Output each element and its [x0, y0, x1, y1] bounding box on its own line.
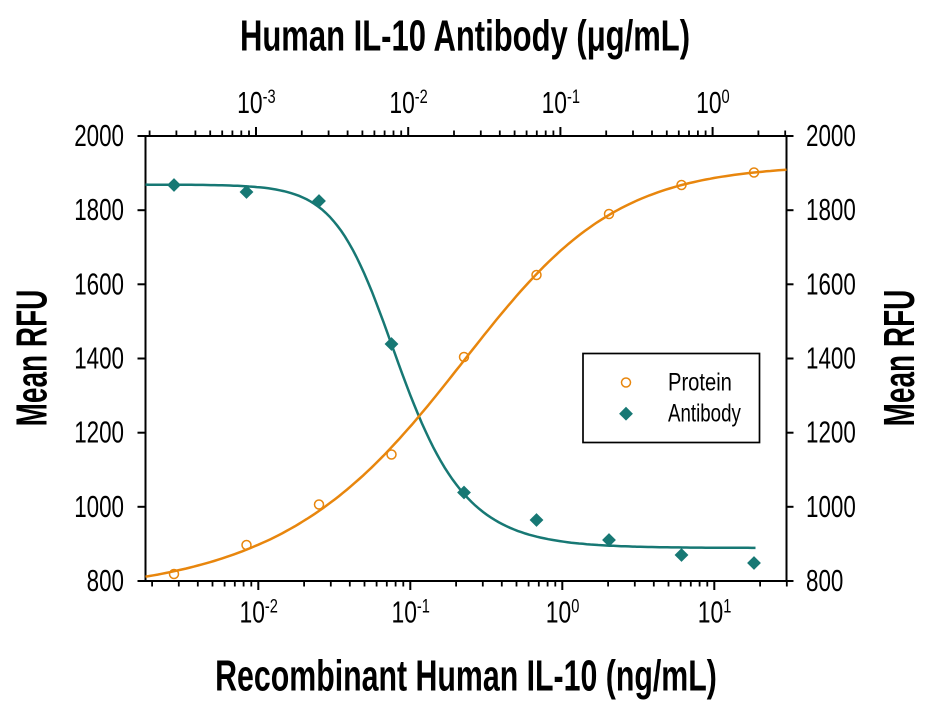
svg-text:1800: 1800 — [806, 193, 856, 227]
svg-text:1600: 1600 — [74, 267, 124, 301]
svg-text:Mean RFU: Mean RFU — [7, 290, 56, 427]
svg-text:Protein: Protein — [668, 367, 732, 396]
svg-text:800: 800 — [806, 564, 843, 598]
svg-text:Human IL-10 Antibody (μg/mL): Human IL-10 Antibody (μg/mL) — [240, 12, 690, 61]
svg-text:10-2: 10-2 — [239, 594, 277, 629]
svg-text:800: 800 — [87, 564, 124, 598]
svg-text:2000: 2000 — [74, 119, 124, 153]
svg-text:1200: 1200 — [806, 415, 856, 449]
svg-text:1400: 1400 — [806, 341, 856, 375]
svg-text:Antibody: Antibody — [668, 399, 741, 427]
svg-text:1400: 1400 — [74, 341, 124, 375]
svg-text:1000: 1000 — [74, 489, 124, 523]
svg-text:1200: 1200 — [74, 415, 124, 449]
svg-text:2000: 2000 — [806, 119, 856, 153]
svg-text:1800: 1800 — [74, 193, 124, 227]
svg-text:Mean RFU: Mean RFU — [875, 290, 924, 427]
svg-text:Recombinant Human IL-10 (ng/mL: Recombinant Human IL-10 (ng/mL) — [215, 652, 717, 701]
svg-text:1600: 1600 — [806, 267, 856, 301]
svg-text:1000: 1000 — [806, 489, 856, 523]
